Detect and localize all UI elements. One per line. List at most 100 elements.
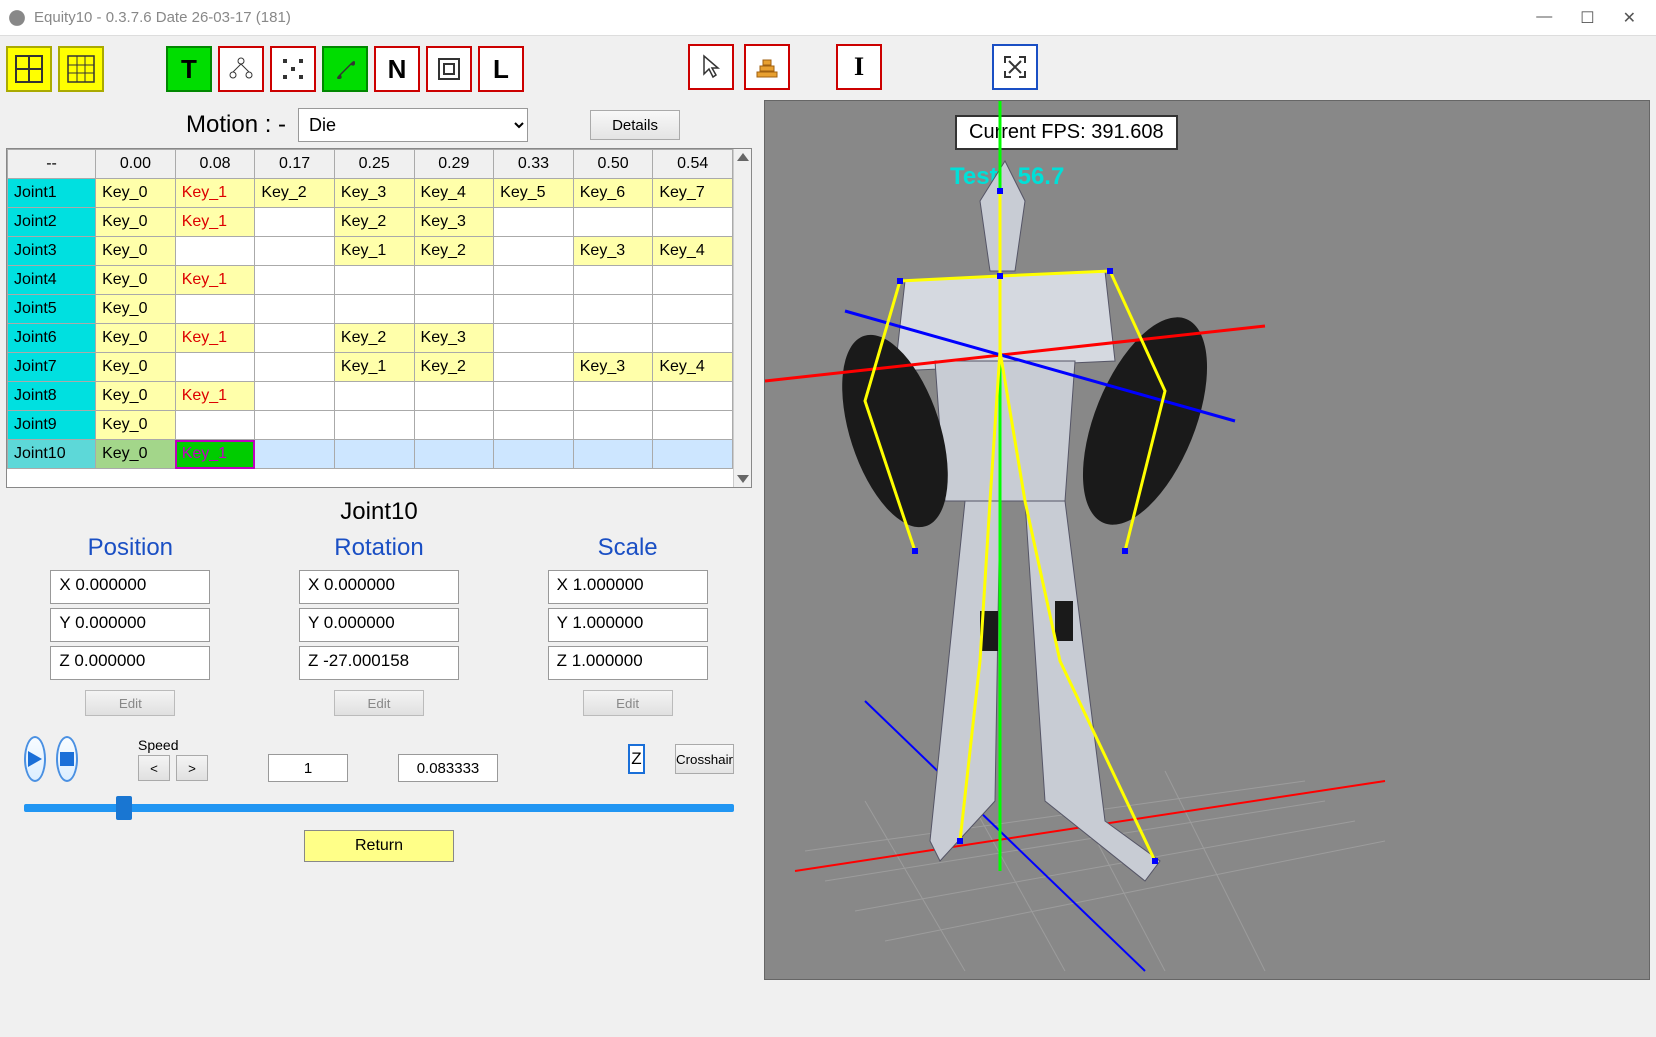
scale-edit-button[interactable]: Edit xyxy=(583,690,673,716)
key-cell[interactable]: Key_2 xyxy=(334,324,414,353)
key-cell[interactable] xyxy=(255,353,335,382)
position-y[interactable]: Y 0.000000 xyxy=(50,608,210,642)
key-cell[interactable] xyxy=(653,208,733,237)
key-cell[interactable]: Key_5 xyxy=(494,179,574,208)
key-cell[interactable] xyxy=(175,237,255,266)
column-header[interactable]: 0.54 xyxy=(653,150,733,179)
key-cell[interactable]: Key_4 xyxy=(653,237,733,266)
key-cell[interactable]: Key_0 xyxy=(96,179,176,208)
scale-z[interactable]: Z 1.000000 xyxy=(548,646,708,680)
return-button[interactable]: Return xyxy=(304,830,454,862)
key-cell[interactable] xyxy=(494,411,574,440)
table-row[interactable]: Joint6Key_0Key_1Key_2Key_3 xyxy=(8,324,733,353)
key-cell[interactable] xyxy=(573,411,653,440)
joint-cell[interactable]: Joint8 xyxy=(8,382,96,411)
key-cell[interactable] xyxy=(653,324,733,353)
column-header[interactable]: 0.29 xyxy=(414,150,494,179)
key-cell[interactable] xyxy=(334,266,414,295)
column-header[interactable]: 0.25 xyxy=(334,150,414,179)
key-cell[interactable] xyxy=(573,324,653,353)
key-cell[interactable]: Key_0 xyxy=(96,237,176,266)
viewport-3d[interactable]: Current FPS: 391.608 Test 56.7 xyxy=(764,100,1650,980)
grid2-button[interactable] xyxy=(58,46,104,92)
key-cell[interactable] xyxy=(175,295,255,324)
key-cell[interactable] xyxy=(573,295,653,324)
key-cell[interactable] xyxy=(653,411,733,440)
joint-cell[interactable]: Joint6 xyxy=(8,324,96,353)
key-cell[interactable]: Key_0 xyxy=(96,411,176,440)
joint-cell[interactable]: Joint9 xyxy=(8,411,96,440)
key-cell[interactable]: Key_3 xyxy=(573,237,653,266)
joint-cell[interactable]: Joint7 xyxy=(8,353,96,382)
key-cell[interactable]: Key_1 xyxy=(175,440,255,469)
key-cell[interactable]: Key_0 xyxy=(96,440,176,469)
key-cell[interactable]: Key_0 xyxy=(96,353,176,382)
details-button[interactable]: Details xyxy=(590,110,680,140)
key-cell[interactable] xyxy=(334,440,414,469)
key-cell[interactable] xyxy=(653,440,733,469)
key-cell[interactable] xyxy=(573,208,653,237)
i-button[interactable]: I xyxy=(836,44,882,90)
key-cell[interactable] xyxy=(494,382,574,411)
rotation-edit-button[interactable]: Edit xyxy=(334,690,424,716)
key-cell[interactable] xyxy=(255,324,335,353)
column-header[interactable]: 0.50 xyxy=(573,150,653,179)
maximize-button[interactable]: ☐ xyxy=(1580,8,1594,28)
key-cell[interactable] xyxy=(653,382,733,411)
key-cell[interactable]: Key_2 xyxy=(334,208,414,237)
table-row[interactable]: Joint10Key_0Key_1 xyxy=(8,440,733,469)
key-cell[interactable]: Key_0 xyxy=(96,266,176,295)
key-cell[interactable] xyxy=(255,295,335,324)
joint-cell[interactable]: Joint2 xyxy=(8,208,96,237)
key-cell[interactable] xyxy=(494,208,574,237)
key-cell[interactable]: Key_1 xyxy=(175,382,255,411)
cursor-button[interactable] xyxy=(688,44,734,90)
key-cell[interactable]: Key_3 xyxy=(414,324,494,353)
speed-prev-button[interactable]: < xyxy=(138,755,170,781)
table-row[interactable]: Joint2Key_0Key_1Key_2Key_3 xyxy=(8,208,733,237)
t-button[interactable]: T xyxy=(166,46,212,92)
table-scrollbar[interactable] xyxy=(733,149,751,487)
table-row[interactable]: Joint3Key_0Key_1Key_2Key_3Key_4 xyxy=(8,237,733,266)
key-cell[interactable]: Key_6 xyxy=(573,179,653,208)
speed-next-button[interactable]: > xyxy=(176,755,208,781)
expand-button[interactable] xyxy=(992,44,1038,90)
keyframe-table[interactable]: --0.000.080.170.250.290.330.500.54Joint1… xyxy=(7,149,733,487)
key-cell[interactable] xyxy=(414,440,494,469)
key-cell[interactable] xyxy=(255,382,335,411)
key-cell[interactable] xyxy=(494,295,574,324)
key-cell[interactable] xyxy=(255,208,335,237)
key-cell[interactable] xyxy=(653,266,733,295)
table-row[interactable]: Joint7Key_0Key_1Key_2Key_3Key_4 xyxy=(8,353,733,382)
joint-cell[interactable]: Joint3 xyxy=(8,237,96,266)
scale-x[interactable]: X 1.000000 xyxy=(548,570,708,604)
table-row[interactable]: Joint5Key_0 xyxy=(8,295,733,324)
slider-thumb[interactable] xyxy=(116,796,132,820)
key-cell[interactable] xyxy=(255,411,335,440)
key-cell[interactable]: Key_1 xyxy=(175,179,255,208)
stairs-button[interactable] xyxy=(744,44,790,90)
l-button[interactable]: L xyxy=(478,46,524,92)
key-cell[interactable]: Key_3 xyxy=(414,208,494,237)
table-row[interactable]: Joint4Key_0Key_1 xyxy=(8,266,733,295)
key-cell[interactable] xyxy=(414,382,494,411)
key-cell[interactable]: Key_2 xyxy=(414,353,494,382)
key-cell[interactable] xyxy=(255,266,335,295)
key-cell[interactable] xyxy=(255,237,335,266)
key-cell[interactable]: Key_4 xyxy=(414,179,494,208)
table-row[interactable]: Joint8Key_0Key_1 xyxy=(8,382,733,411)
key-cell[interactable]: Key_4 xyxy=(653,353,733,382)
key-cell[interactable]: Key_3 xyxy=(573,353,653,382)
key-cell[interactable] xyxy=(334,411,414,440)
key-cell[interactable] xyxy=(653,295,733,324)
column-header[interactable]: 0.33 xyxy=(494,150,574,179)
rotation-y[interactable]: Y 0.000000 xyxy=(299,608,459,642)
joint-cell[interactable]: Joint5 xyxy=(8,295,96,324)
key-cell[interactable] xyxy=(334,295,414,324)
bone-button[interactable] xyxy=(322,46,368,92)
key-cell[interactable]: Key_0 xyxy=(96,382,176,411)
column-header[interactable]: 0.08 xyxy=(175,150,255,179)
column-header[interactable]: -- xyxy=(8,150,96,179)
key-cell[interactable] xyxy=(573,382,653,411)
rotation-z[interactable]: Z -27.000158 xyxy=(299,646,459,680)
